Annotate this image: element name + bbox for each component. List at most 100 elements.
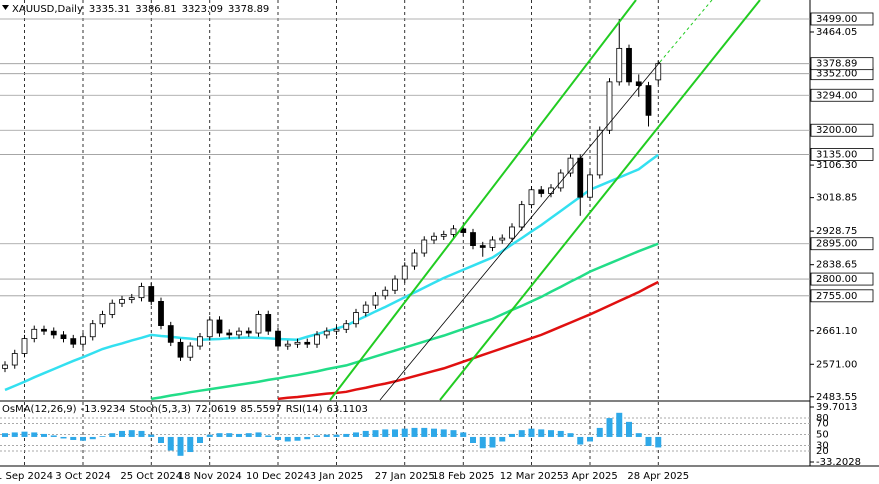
osma-bar bbox=[382, 429, 389, 437]
osma-bar bbox=[70, 436, 77, 440]
level-box bbox=[810, 237, 874, 251]
osma-bar bbox=[518, 430, 525, 437]
level-label: 3352.00 bbox=[816, 69, 857, 80]
indicator-reading: 85.5597 bbox=[240, 404, 281, 415]
osma-bar bbox=[245, 433, 252, 437]
candle-body bbox=[528, 189, 535, 206]
candle-body bbox=[255, 314, 262, 334]
candle-body bbox=[99, 314, 106, 325]
candle-body bbox=[177, 341, 184, 358]
candle-body bbox=[41, 328, 47, 332]
channel-line bbox=[439, 0, 761, 401]
osma-bar bbox=[50, 435, 57, 437]
candle-body bbox=[275, 330, 281, 347]
y-tick-label: 3106.30 bbox=[816, 160, 857, 171]
candle-body bbox=[587, 174, 593, 198]
osma-bar bbox=[236, 433, 242, 437]
candle-body bbox=[411, 252, 418, 267]
osma-bar bbox=[294, 436, 301, 441]
candle-body bbox=[567, 157, 574, 174]
osma-bar bbox=[577, 436, 584, 445]
osma-bar bbox=[187, 436, 194, 453]
trend-line bbox=[379, 61, 661, 401]
osma-bar bbox=[372, 430, 379, 437]
candle-body bbox=[304, 341, 311, 345]
osma-bar bbox=[206, 434, 213, 437]
candle-body bbox=[518, 204, 525, 228]
candle-body bbox=[401, 265, 408, 280]
osma-bar bbox=[41, 433, 47, 437]
osma-bar bbox=[265, 435, 272, 437]
osma-bar bbox=[616, 412, 623, 437]
osma-bar bbox=[401, 428, 408, 437]
osma-bar bbox=[89, 436, 96, 440]
candle-body bbox=[343, 323, 350, 330]
marks bbox=[0, 0, 810, 466]
x-tick-label: 25 Oct 2024 bbox=[120, 471, 182, 482]
osma-bar bbox=[479, 436, 486, 449]
candle-body bbox=[187, 345, 194, 358]
osma-bar bbox=[411, 427, 418, 437]
osma-bar bbox=[606, 418, 613, 437]
osma-bar bbox=[596, 427, 603, 437]
candle-body bbox=[431, 235, 437, 241]
moving-average bbox=[4, 153, 659, 392]
candle-body bbox=[245, 330, 252, 334]
candle-body bbox=[333, 328, 340, 332]
menu-triangle[interactable] bbox=[2, 5, 9, 10]
candle-body bbox=[323, 330, 330, 336]
channel-line bbox=[329, 0, 637, 401]
osma-bar bbox=[226, 433, 233, 437]
y-tick-label: 2661.10 bbox=[816, 326, 857, 337]
osma-bar bbox=[109, 433, 116, 437]
ohlc-value: 3386.81 bbox=[135, 4, 176, 15]
osma-bar bbox=[509, 433, 515, 437]
indicator-reading: -13.9234 bbox=[81, 404, 126, 415]
osma-bar bbox=[587, 436, 593, 442]
candle-body bbox=[21, 338, 28, 354]
osma-bar bbox=[343, 433, 350, 437]
current-price-label: 3378.89 bbox=[816, 59, 857, 70]
osma-bar bbox=[450, 430, 457, 437]
x-tick-label: 10 Dec 2024 bbox=[246, 471, 310, 482]
candle-body bbox=[148, 286, 155, 302]
osma-bar bbox=[392, 429, 398, 437]
osma-bar bbox=[460, 432, 467, 437]
indicator-name: RSI(14) bbox=[286, 404, 323, 415]
candle-body bbox=[489, 239, 496, 248]
osma-bar bbox=[60, 436, 67, 439]
osma-bar bbox=[635, 433, 642, 437]
x-tick-label: 18 Feb 2025 bbox=[432, 471, 494, 482]
x-tick-label: 28 Apr 2025 bbox=[627, 471, 689, 482]
level-box bbox=[810, 88, 874, 102]
osma-bar bbox=[216, 433, 223, 437]
level-label: 2800.00 bbox=[816, 274, 857, 285]
candle-body bbox=[216, 319, 223, 334]
candle-body bbox=[450, 228, 457, 235]
level-box bbox=[810, 272, 874, 286]
candle-body bbox=[206, 319, 213, 338]
osma-bar bbox=[80, 436, 86, 441]
x-tick-label: 3 Jan 2025 bbox=[310, 471, 364, 482]
candle-body bbox=[119, 299, 125, 304]
osma-bar bbox=[304, 436, 311, 440]
ohlc-value: 3323.09 bbox=[182, 4, 223, 15]
candle-body bbox=[479, 245, 486, 248]
candle-body bbox=[606, 81, 613, 131]
x-tick-label: 27 Jan 2025 bbox=[375, 471, 435, 482]
osma-bar bbox=[284, 436, 291, 442]
osma-bar bbox=[167, 436, 174, 451]
osma-bar bbox=[11, 432, 18, 437]
y2-tick-label: 50 bbox=[816, 430, 829, 441]
candle-body bbox=[294, 341, 301, 345]
candle-body bbox=[138, 286, 145, 299]
candle-body bbox=[50, 330, 57, 336]
osma-bar bbox=[333, 434, 340, 437]
osma-bar bbox=[645, 436, 652, 447]
candle-body bbox=[577, 157, 584, 198]
level-box bbox=[810, 148, 874, 161]
osma-bar bbox=[148, 434, 155, 437]
candle-body bbox=[382, 289, 389, 297]
y-tick-label: 2838.65 bbox=[816, 260, 857, 271]
